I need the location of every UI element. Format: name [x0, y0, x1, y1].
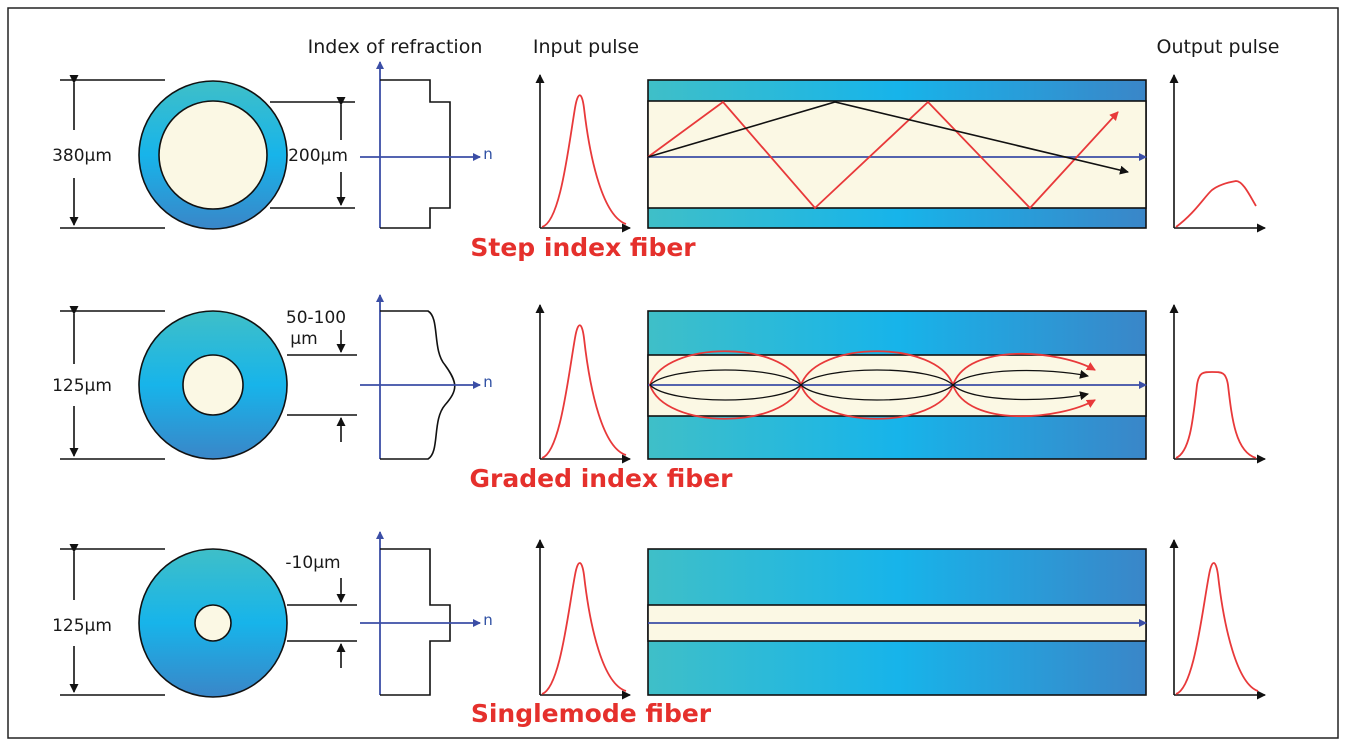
n-axis-label: n: [483, 145, 493, 163]
step-ray-black: [647, 101, 1129, 175]
graded-core-diameter-line2: µm: [290, 329, 317, 349]
graded-input-pulse: [541, 324, 627, 459]
singlemode-outer-diameter: 125µm: [52, 616, 112, 636]
step-fiber-core: [647, 100, 1147, 209]
step-core-diameter: 200µm: [288, 146, 348, 166]
step-outer-diameter: 380µm: [52, 146, 112, 166]
index-of-refraction-header: Index of refraction: [308, 36, 483, 58]
input-pulse-header: Input pulse: [533, 36, 639, 58]
graded-index-profile: [380, 310, 456, 460]
graded-ray-paths: [649, 350, 1096, 420]
step-index-title: Step index fiber: [470, 233, 696, 262]
singlemode-index-profile: [380, 548, 451, 696]
graded-index-title: Graded index fiber: [470, 464, 734, 493]
graded-outer-diameter: 125µm: [52, 376, 112, 396]
n-axis-label: n: [483, 373, 493, 391]
singlemode-core: [194, 604, 232, 642]
frame-border: [7, 7, 1339, 739]
singlemode-row: 125µm -10µm n Singlemode fiber: [52, 531, 1266, 728]
step-index-row: 380µm 200µm n Step index fiber: [52, 61, 1266, 262]
singlemode-core-diameter: -10µm: [285, 553, 340, 573]
singlemode-title: Singlemode fiber: [471, 699, 712, 728]
graded-core: [182, 354, 244, 416]
graded-index-row: 125µm 50-100 µm n Graded index fiber: [52, 294, 1266, 493]
step-input-pulse: [541, 94, 627, 228]
step-index-profile: [380, 79, 451, 229]
step-output-pulse: [1175, 180, 1257, 228]
output-pulse-header: Output pulse: [1156, 36, 1279, 58]
singlemode-input-pulse: [541, 562, 627, 695]
step-ray-red: [647, 100, 1119, 210]
graded-core-diameter-line1: 50-100: [286, 308, 346, 328]
graded-output-pulse: [1175, 371, 1257, 459]
step-core: [158, 100, 268, 210]
singlemode-output-pulse: [1175, 562, 1259, 695]
n-axis-label: n: [483, 611, 493, 629]
